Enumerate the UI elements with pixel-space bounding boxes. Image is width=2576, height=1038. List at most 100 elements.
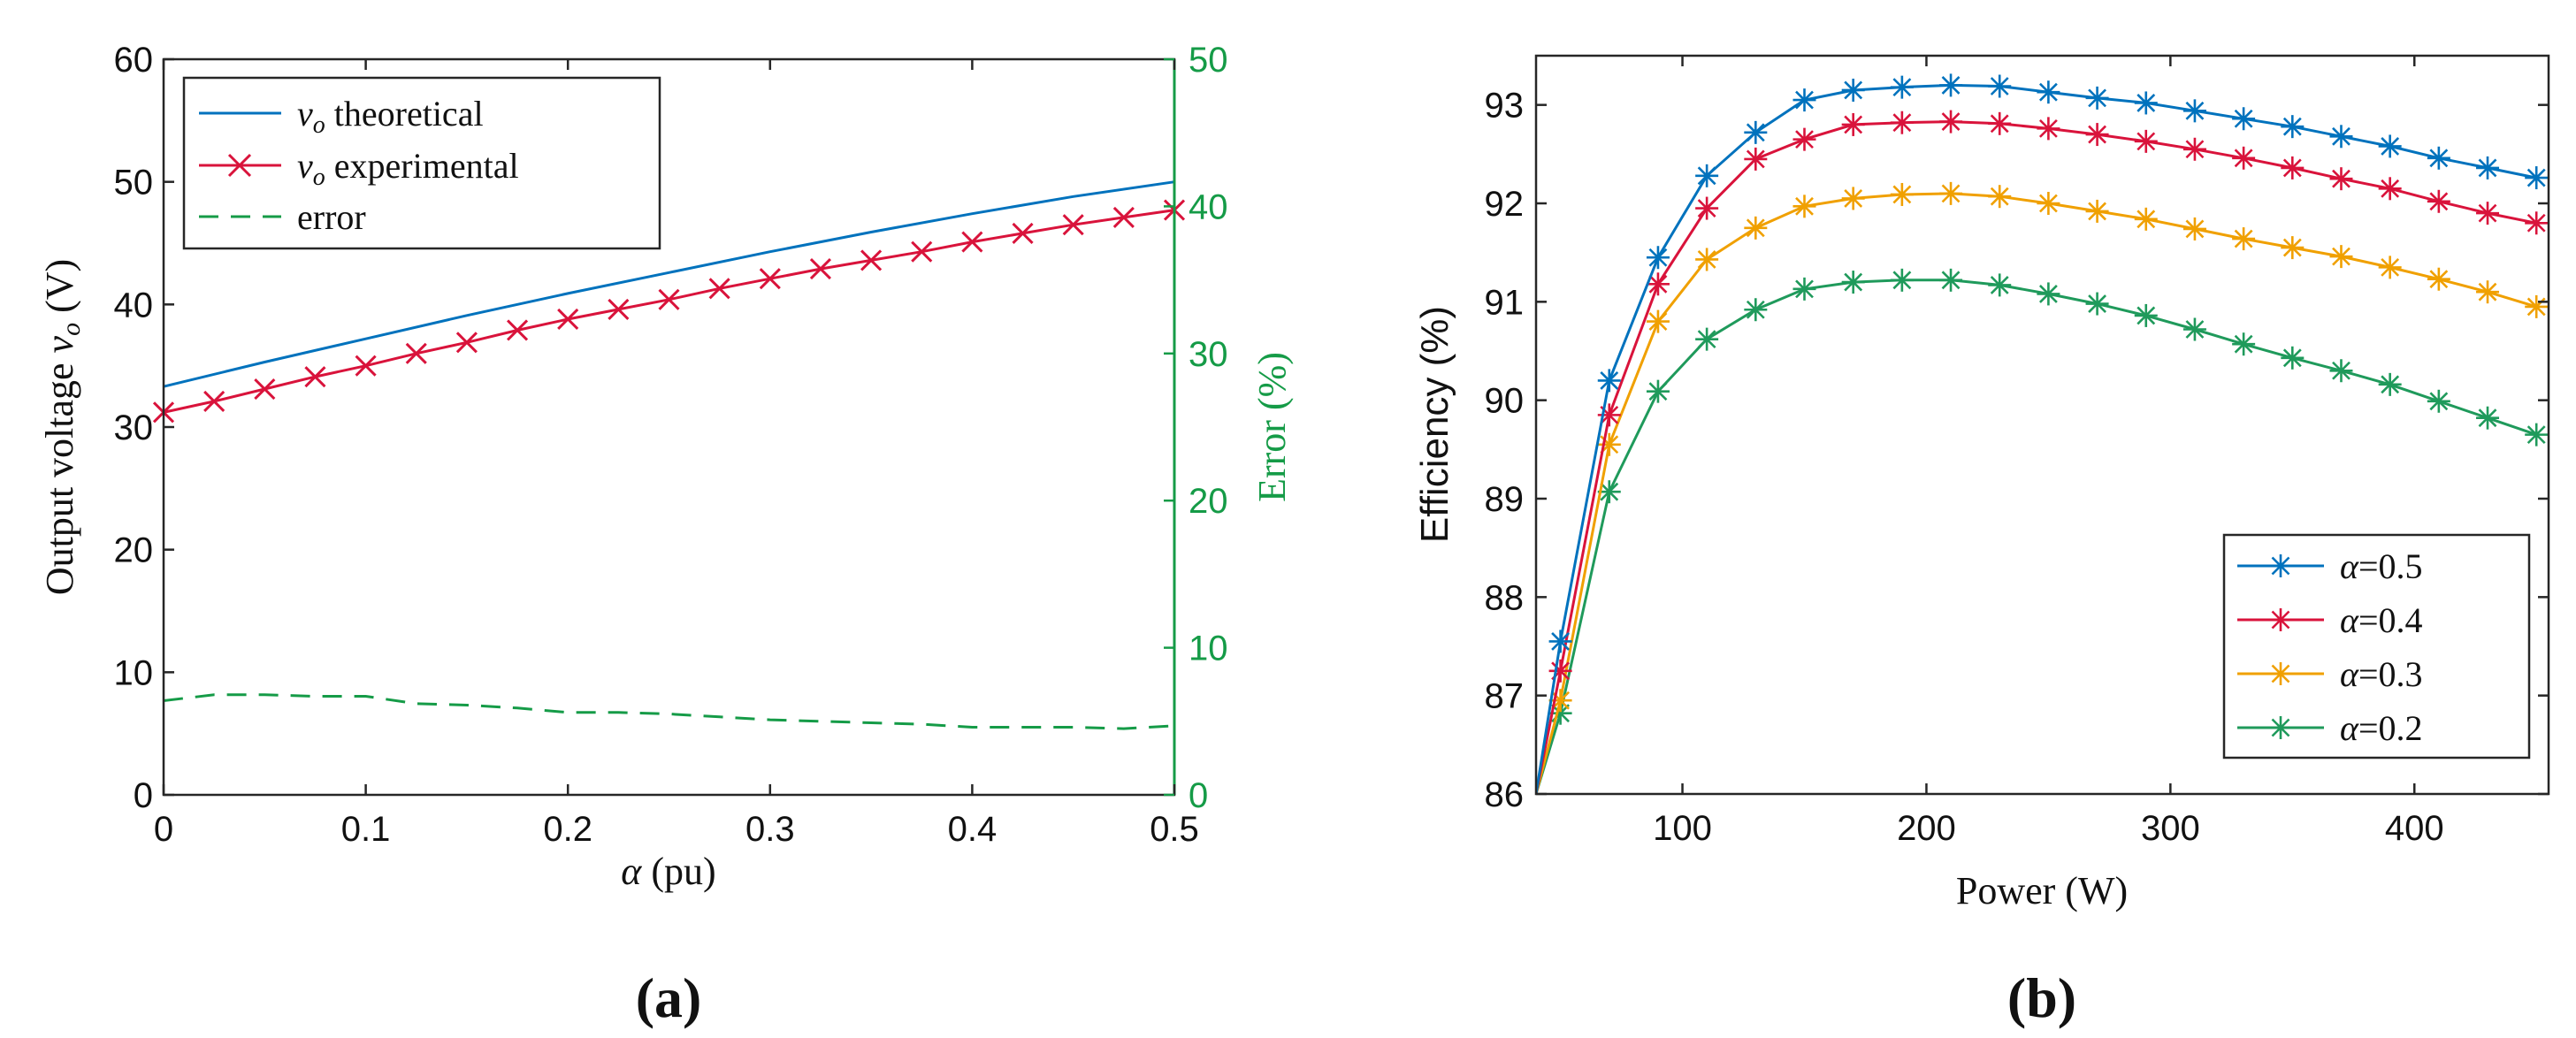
panel-a-y-tick-label: 10 bbox=[114, 653, 154, 692]
legend-a-experimental-marker bbox=[227, 153, 252, 178]
series-alpha-0-3-point bbox=[2329, 245, 2353, 269]
panel-b-y-tick-label: 93 bbox=[1485, 87, 1525, 126]
legend-a-theoretical-sub: o bbox=[313, 111, 325, 139]
series-alpha-0-2-point bbox=[1744, 298, 1768, 322]
series-alpha-0-2-point bbox=[2037, 282, 2060, 306]
legend-a-experimental-sub: o bbox=[313, 164, 325, 191]
series-alpha-0-5-point bbox=[1890, 75, 1914, 99]
panel-a-x-label-symbol: α bbox=[621, 850, 642, 893]
panel-b-y-tick-label: 87 bbox=[1485, 677, 1525, 716]
legend-b-alpha-0-4-marker bbox=[2269, 608, 2292, 631]
panel-b-y-tick-label: 92 bbox=[1485, 185, 1525, 224]
panel-b-y-tick-label: 91 bbox=[1485, 283, 1525, 322]
panel-b-x-axis-label: Power (W) bbox=[1956, 869, 2128, 912]
series-alpha-0-5-line bbox=[1536, 83, 2537, 794]
series-alpha-0-3-point bbox=[2085, 199, 2109, 223]
series-alpha-0-4-point bbox=[1695, 196, 1719, 220]
panel-a-x-ticks: 0 0.1 0.2 0.3 0.4 0.5 bbox=[154, 59, 1199, 849]
legend-b-alpha-03-value: =0.3 bbox=[2358, 654, 2423, 694]
series-alpha-0-3-point bbox=[2427, 267, 2450, 291]
panel-b-y-tick-label: 90 bbox=[1485, 382, 1525, 421]
series-alpha-0-5-point bbox=[2037, 80, 2060, 104]
panel-a-y2-tick-label: 50 bbox=[1189, 41, 1228, 80]
series-alpha-0-2-point bbox=[2281, 346, 2305, 370]
series-alpha-0-4-point bbox=[2281, 156, 2305, 179]
panel-a-y2-tick-label: 40 bbox=[1189, 187, 1228, 226]
series-alpha-0-3-point bbox=[1695, 248, 1719, 271]
panel-a-x-label-unit: (pu) bbox=[651, 850, 715, 893]
panel-a-y-tick-label: 0 bbox=[134, 776, 153, 815]
panel-b-y-tick-label: 88 bbox=[1485, 578, 1525, 617]
series-alpha-0-5-point bbox=[1841, 78, 1865, 102]
series-experimental-point bbox=[608, 298, 630, 320]
legend-b-alpha-02-symbol: α bbox=[2340, 708, 2359, 748]
series-alpha-0-3-point bbox=[2476, 280, 2500, 304]
panel-b-y-tick-label: 86 bbox=[1485, 775, 1525, 814]
series-experimental-point bbox=[405, 342, 427, 364]
series-alpha-0-4-point bbox=[2427, 189, 2450, 213]
series-alpha-0-5-point bbox=[1744, 120, 1768, 144]
legend-b-alpha-04-symbol: α bbox=[2340, 600, 2359, 640]
panel-a-plot-area bbox=[152, 180, 1186, 730]
series-alpha-0-3-point bbox=[2134, 207, 2158, 231]
panel-a-y-tick-label: 50 bbox=[114, 164, 154, 202]
series-alpha-0-5-point bbox=[2329, 125, 2353, 149]
series-experimental-point bbox=[1062, 214, 1084, 236]
series-alpha-0-4-point bbox=[2182, 137, 2206, 161]
panel-a-y-tick-label: 60 bbox=[114, 41, 154, 80]
series-alpha-0-2-point bbox=[2085, 292, 2109, 316]
panel-b-y-axis-label: Efficiency (%) bbox=[1413, 306, 1456, 543]
panel-a-y2-tick-label: 20 bbox=[1189, 482, 1228, 521]
legend-a-error-label: error bbox=[297, 197, 366, 237]
panel-a-x-tick-label: 0 bbox=[154, 810, 173, 849]
series-experimental-point bbox=[860, 249, 883, 271]
series-alpha-0-3-line bbox=[1536, 192, 2537, 794]
series-alpha-0-4-point bbox=[1548, 659, 1572, 683]
panel-a-y-label-unit: (V) bbox=[38, 259, 81, 313]
series-alpha-0-4-point bbox=[2232, 146, 2256, 170]
series-alpha-0-5-point bbox=[2182, 99, 2206, 123]
panel-a-y2-ticks: 0 10 20 30 40 50 bbox=[1164, 41, 1228, 815]
series-alpha-0-3-point bbox=[2378, 256, 2402, 279]
panel-b-axes-frame bbox=[1534, 54, 2550, 796]
legend-b-alpha-05-symbol: α bbox=[2340, 546, 2359, 586]
series-alpha-0-5-point bbox=[1792, 88, 1816, 112]
series-alpha-0-2-point bbox=[1792, 277, 1816, 301]
panel-b-x-tick-label: 200 bbox=[1897, 809, 1956, 848]
panel-a-x-tick-label: 0.4 bbox=[948, 810, 998, 849]
panel-a-y-label-gap bbox=[38, 313, 81, 323]
series-alpha-0-4-point bbox=[1792, 127, 1816, 151]
legend-b-alpha-03-symbol: α bbox=[2340, 654, 2359, 694]
panel-b-legend: α=0.5 α=0.4 α=0.3 α=0.2 bbox=[2222, 533, 2531, 759]
panel-a-x-tick-label: 0.1 bbox=[341, 810, 391, 849]
panel-b-plot-area bbox=[1536, 73, 2549, 794]
series-experimental-point bbox=[911, 240, 933, 263]
series-alpha-0-4-point bbox=[2378, 177, 2402, 201]
panel-a-y-axis-label: Output voltage vo (V) bbox=[38, 259, 86, 595]
series-experimental-point bbox=[355, 355, 377, 377]
series-experimental-point bbox=[304, 366, 326, 388]
series-alpha-0-5-point bbox=[1988, 74, 2012, 98]
panel-b-x-tick-label: 400 bbox=[2385, 809, 2444, 848]
series-alpha-0-5-point bbox=[2281, 115, 2305, 139]
series-alpha-0-2-point bbox=[1988, 273, 2012, 297]
series-alpha-0-3-point bbox=[1792, 195, 1816, 218]
panel-a-y-ticks: 0 10 20 30 40 50 60 bbox=[114, 41, 174, 815]
series-theoretical-line bbox=[163, 180, 1175, 388]
panel-a-y-label-subscript: o bbox=[57, 323, 86, 336]
panel-a-x-tick-label: 0.3 bbox=[745, 810, 795, 849]
series-alpha-0-2-point bbox=[2232, 332, 2256, 356]
series-experimental-point bbox=[203, 390, 225, 412]
series-experimental-point bbox=[759, 268, 781, 290]
panel-b-caption: (b) bbox=[2007, 966, 2076, 1029]
series-alpha-0-2-point bbox=[1646, 379, 1670, 403]
panel-b-x-tick-label: 100 bbox=[1653, 809, 1712, 848]
series-alpha-0-5-point bbox=[2525, 166, 2549, 190]
panel-b-x-ticks: 100 200 300 400 bbox=[1653, 56, 2444, 848]
legend-a-theoretical-text: theoretical bbox=[325, 94, 484, 134]
series-error-line bbox=[163, 693, 1175, 730]
series-alpha-0-2-point bbox=[1695, 327, 1719, 351]
panel-a-y-tick-label: 20 bbox=[114, 531, 154, 570]
panel-a-x-axis-label: α (pu) bbox=[621, 850, 715, 893]
